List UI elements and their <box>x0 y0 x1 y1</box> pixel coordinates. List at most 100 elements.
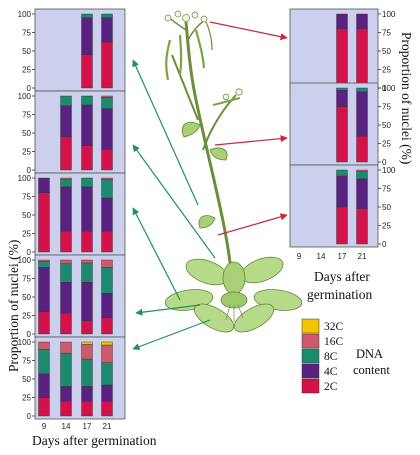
bar-segment-4C-day-17 <box>81 104 93 146</box>
bar-segment-2C-day-17 <box>81 401 93 417</box>
bar-segment-4C-day-17 <box>81 282 93 321</box>
legend-swatch-8C <box>301 348 320 364</box>
y-tick-label: 25 <box>22 148 31 157</box>
y-tick-label: 100 <box>18 10 32 19</box>
bar-segment-16C-day-21 <box>101 259 113 268</box>
bar-segment-4C-day-9 <box>38 373 50 398</box>
bar-segment-4C-day-21 <box>101 17 113 43</box>
bar-segment-8C-day-14 <box>60 263 72 283</box>
y-tick-label: 50 <box>382 203 391 212</box>
y-tick-label: 100 <box>18 338 32 347</box>
pointer-arrow <box>132 144 216 259</box>
bar-segment-2C-day-9 <box>38 311 50 335</box>
pointer-arrow <box>214 135 288 146</box>
bar-segment-16C-day-21 <box>101 177 113 180</box>
bar-segment-16C-day-21 <box>101 95 113 98</box>
legend-label-16C: 16C <box>324 336 344 348</box>
bar-segment-8C-day-9 <box>38 261 50 268</box>
legend-title-line2: content <box>353 363 390 377</box>
bar-segment-2C-day-17 <box>81 231 93 253</box>
bar-segment-16C-day-9 <box>38 259 50 262</box>
legend-label-2C: 2C <box>324 381 338 393</box>
y-tick-label: 75 <box>22 275 31 284</box>
bar-segment-4C-day-17 <box>81 186 93 232</box>
y-tick-label: 75 <box>382 103 391 112</box>
bar-segment-8C-day-17 <box>81 95 93 106</box>
panel-right-3: 0 25 50 75 100 <box>289 164 396 249</box>
bar-segment-2C-day-14 <box>60 136 72 171</box>
bar-segment-2C-day-17 <box>336 28 348 89</box>
y-tick-label: 100 <box>382 166 396 175</box>
legend-label-32C: 32C <box>324 321 344 333</box>
bar-segment-16C-day-17 <box>81 259 93 264</box>
bar-segment-16C-day-17 <box>81 344 93 360</box>
panel-left-3: 0 25 50 75 100 <box>18 172 126 257</box>
bar-segment-2C-day-14 <box>60 401 72 417</box>
y-tick-label: 50 <box>22 47 31 56</box>
x-tick-label-right: 17 <box>338 252 347 261</box>
panel-left-5: 0 25 50 75 100 <box>18 336 126 421</box>
bar-segment-2C-day-17 <box>336 206 348 245</box>
x-tick-label-left: 21 <box>103 422 112 431</box>
bar-segment-8C-day-14 <box>60 179 72 188</box>
legend: 32C 16C 8C 4C 2C <box>301 318 344 394</box>
arrows-layer <box>132 21 288 351</box>
bar-segment-2C-day-9 <box>38 192 50 253</box>
bar-segment-4C-day-9 <box>38 177 50 194</box>
bar-segment-8C-day-21 <box>356 87 368 92</box>
bar-segment-4C-day-21 <box>101 197 113 232</box>
y-tick-label: 0 <box>27 166 32 175</box>
x-tick-label-right: 9 <box>297 252 302 261</box>
bar-segment-2C-day-9 <box>38 397 50 417</box>
bar-segment-2C-day-21 <box>101 317 113 335</box>
pointer-arrow <box>132 207 181 301</box>
y-tick-label: 0 <box>27 330 32 339</box>
y-tick-label: 100 <box>382 84 396 93</box>
bar-segment-16C-day-21 <box>356 169 368 172</box>
bar-segment-4C-day-17 <box>336 13 348 30</box>
y-tick-label: 50 <box>22 129 31 138</box>
bar-segment-16C-day-14 <box>60 177 72 180</box>
y-tick-label: 0 <box>27 84 32 93</box>
panel-left-4: 0 25 50 75 100 <box>18 254 126 339</box>
pointer-arrow <box>209 21 288 41</box>
y-tick-label: 0 <box>27 412 32 421</box>
bar-segment-16C-day-14 <box>60 341 72 354</box>
right-x-axis-title-line2: germination <box>307 287 373 302</box>
y-tick-label: 75 <box>22 29 31 38</box>
bar-segment-2C-day-17 <box>336 106 348 163</box>
y-tick-label: 75 <box>22 193 31 202</box>
y-tick-label: 50 <box>22 211 31 220</box>
y-tick-label: 25 <box>22 66 31 75</box>
bar-segment-8C-day-21 <box>101 362 113 386</box>
bar-segment-8C-day-9 <box>38 349 50 375</box>
x-tick-label-right: 21 <box>358 252 367 261</box>
y-tick-label: 50 <box>22 375 31 384</box>
y-tick-label: 0 <box>382 84 387 93</box>
bar-segment-2C-day-21 <box>356 135 368 163</box>
bar-segment-8C-day-21 <box>101 13 113 18</box>
y-tick-label: 75 <box>22 111 31 120</box>
bar-segment-2C-day-21 <box>101 149 113 171</box>
bar-segment-2C-day-21 <box>356 208 368 245</box>
bar-segment-4C-day-14 <box>60 186 72 232</box>
pointer-arrow <box>217 213 288 236</box>
y-tick-label: 50 <box>382 121 391 130</box>
x-tick-label-right: 14 <box>317 252 326 261</box>
y-tick-label: 0 <box>382 240 387 249</box>
legend-label-8C: 8C <box>324 351 338 363</box>
bar-segment-2C-day-21 <box>101 401 113 417</box>
right-x-axis-title-line1: Days after <box>314 269 370 284</box>
bar-segment-4C-day-21 <box>356 91 368 137</box>
y-tick-label: 100 <box>18 92 32 101</box>
legend-swatch-4C <box>301 363 320 379</box>
bar-segment-2C-day-14 <box>60 231 72 253</box>
bar-segment-4C-day-14 <box>60 386 72 402</box>
bar-segment-2C-day-21 <box>101 231 113 253</box>
bar-segment-4C-day-9 <box>38 267 50 312</box>
bar-segment-8C-day-14 <box>60 352 72 387</box>
y-tick-label: 50 <box>22 293 31 302</box>
y-tick-label: 25 <box>22 312 31 321</box>
x-tick-label-left: 17 <box>83 422 92 431</box>
x-tick-label-left: 14 <box>62 422 71 431</box>
